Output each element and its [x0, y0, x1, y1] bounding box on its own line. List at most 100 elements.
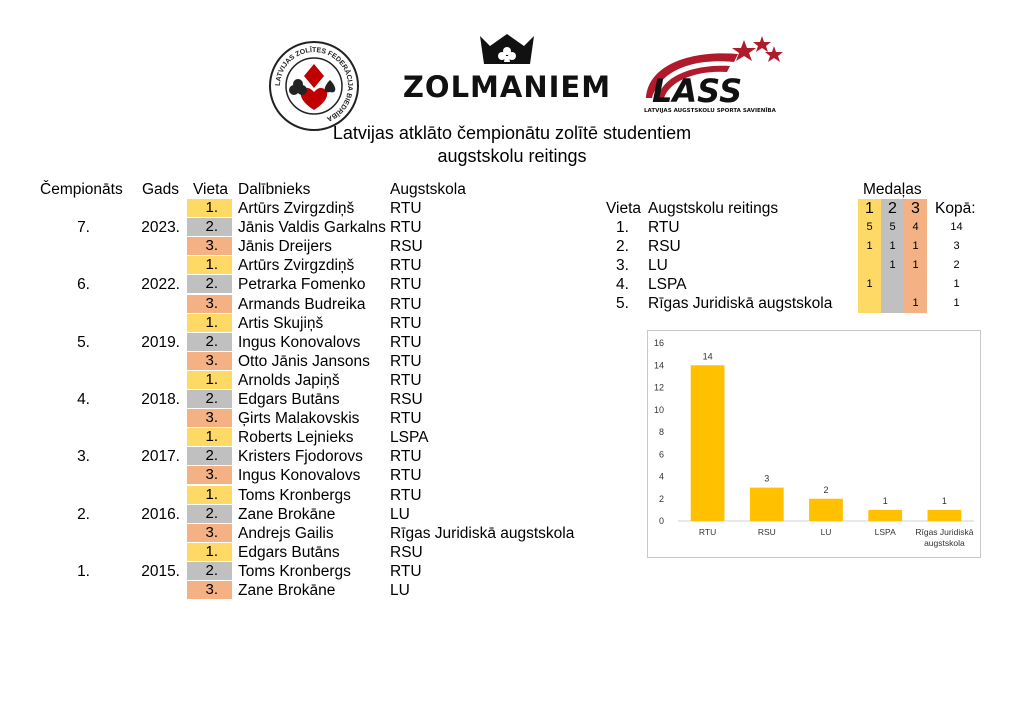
bar-chart-svg: 0 2 4 6 8 10 12 14 16 14 RTU 3 RSU 2 LU 1 LSPA 1 Rīgas Jur…: [654, 338, 974, 548]
bar-data-label: 1: [883, 496, 888, 506]
participant-name: Zane Brokāne: [238, 582, 336, 599]
participant-name: Edgars Butāns: [238, 544, 340, 561]
place-cell: 1.: [187, 314, 232, 332]
rating-place: 2.: [616, 238, 629, 255]
medal-header-1: 1: [858, 199, 881, 219]
place-cell: 2.: [187, 218, 232, 236]
medal-count-m2: 1: [881, 237, 904, 256]
place-cell: 3.: [187, 466, 232, 484]
medals-header: Medaļas: [863, 181, 922, 198]
championship-number: 1.: [77, 563, 90, 580]
participant-school: RSU: [390, 238, 423, 255]
medal-total: 14: [950, 221, 963, 233]
x-tick-label: RTU: [699, 527, 716, 537]
place-value: 3.: [205, 581, 218, 598]
rating-place: 3.: [616, 257, 629, 274]
place-value: 2.: [205, 218, 218, 235]
page-subtitle: augstskolu reitings: [437, 146, 587, 166]
place-value: 1.: [205, 256, 218, 273]
championship-year: 2019.: [141, 334, 180, 351]
medal-count-m3: 1: [904, 237, 927, 256]
participant-name: Artis Skujiņš: [238, 315, 324, 332]
place-value: 2.: [205, 390, 218, 407]
bar-data-label: 14: [703, 351, 713, 361]
place-cell: 1.: [187, 486, 232, 504]
participant-name: Kristers Fjodorovs: [238, 448, 363, 465]
championship-number: 7.: [77, 219, 90, 236]
participant-name: Toms Kronbergs: [238, 487, 351, 504]
page-title: Latvijas atklāto čempionātu zolītē stude…: [332, 123, 692, 143]
place-cell: 3.: [187, 295, 232, 313]
participant-school: LU: [390, 506, 410, 523]
bar: [809, 498, 843, 521]
place-value: 2.: [205, 505, 218, 522]
rating-school: RSU: [648, 238, 681, 255]
medal-count-m1: [858, 256, 881, 275]
y-tick-label: 4: [659, 472, 664, 482]
championship-year: 2023.: [141, 219, 180, 236]
header-year: Gads: [142, 181, 180, 198]
participant-name: Toms Kronbergs: [238, 563, 351, 580]
participant-school: RTU: [390, 410, 422, 427]
participant-name: Ģirts Malakovskis: [238, 410, 360, 427]
medal-count-m1: 1: [858, 275, 881, 294]
place-value: 2.: [205, 562, 218, 579]
participant-school: RTU: [390, 334, 422, 351]
rating-place: 5.: [616, 295, 629, 312]
rating-place: 1.: [616, 219, 629, 236]
participant-school: RTU: [390, 353, 422, 370]
rating-header-place: Vieta: [606, 200, 642, 217]
header-participant: Dalībnieks: [238, 181, 311, 198]
place-value: 3.: [205, 409, 218, 426]
medals-bar-chart: 0 2 4 6 8 10 12 14 16 14 RTU 3 RSU 2 LU 1 LSPA 1 Rīgas Jur…: [647, 330, 981, 558]
championship-year: 2022.: [141, 276, 180, 293]
rating-school: LU: [648, 257, 668, 274]
bar: [690, 365, 725, 521]
bar-data-label: 1: [942, 496, 947, 506]
place-value: 1.: [205, 486, 218, 503]
participant-school: RTU: [390, 372, 422, 389]
rating-header-total: Kopā:: [935, 200, 976, 217]
x-tick-label: RSU: [758, 527, 776, 537]
medal-total: 1: [953, 297, 960, 309]
place-value: 2.: [205, 333, 218, 350]
place-cell: 3.: [187, 409, 232, 427]
header-place: Vieta: [193, 181, 229, 198]
medal-header-2: 2: [881, 199, 904, 219]
participant-school: RTU: [390, 257, 422, 274]
place-cell: 2.: [187, 505, 232, 523]
participant-school: RTU: [390, 467, 422, 484]
place-value: 1.: [205, 543, 218, 560]
place-cell: 1.: [187, 199, 232, 217]
place-value: 2.: [205, 275, 218, 292]
participant-name: Ingus Konovalovs: [238, 334, 361, 351]
place-cell: 3.: [187, 237, 232, 255]
medal-header-3: 3: [904, 199, 927, 219]
x-tick-label: Rīgas Juridiskā: [915, 527, 973, 537]
place-cell: 1.: [187, 371, 232, 389]
rating-school: Rīgas Juridiskā augstskola: [648, 295, 833, 312]
medal-total: 3: [953, 240, 960, 252]
place-cell: 1.: [187, 428, 232, 446]
bar-data-label: 2: [823, 485, 828, 495]
place-cell: 3.: [187, 352, 232, 370]
place-value: 3.: [205, 237, 218, 254]
place-value: 3.: [205, 524, 218, 541]
medal-total: 2: [953, 259, 960, 271]
championship-year: 2018.: [141, 391, 180, 408]
participant-name: Armands Budreika: [238, 296, 366, 313]
medal-count-m3: 1: [904, 294, 927, 313]
participant-name: Jānis Valdis Garkalns: [238, 219, 386, 236]
place-cell: 1.: [187, 256, 232, 274]
rating-school: RTU: [648, 219, 680, 236]
participant-name: Zane Brokāne: [238, 506, 336, 523]
y-tick-label: 12: [654, 383, 664, 393]
medal-count-m3: 4: [904, 218, 927, 237]
participant-school: RTU: [390, 315, 422, 332]
participant-school: RTU: [390, 487, 422, 504]
y-tick-label: 8: [659, 427, 664, 437]
place-value: 2.: [205, 447, 218, 464]
medal-count-m2: [881, 294, 904, 313]
zolmaniem-logo-text: ZOLMANIEM: [402, 70, 612, 104]
bar: [749, 487, 784, 521]
